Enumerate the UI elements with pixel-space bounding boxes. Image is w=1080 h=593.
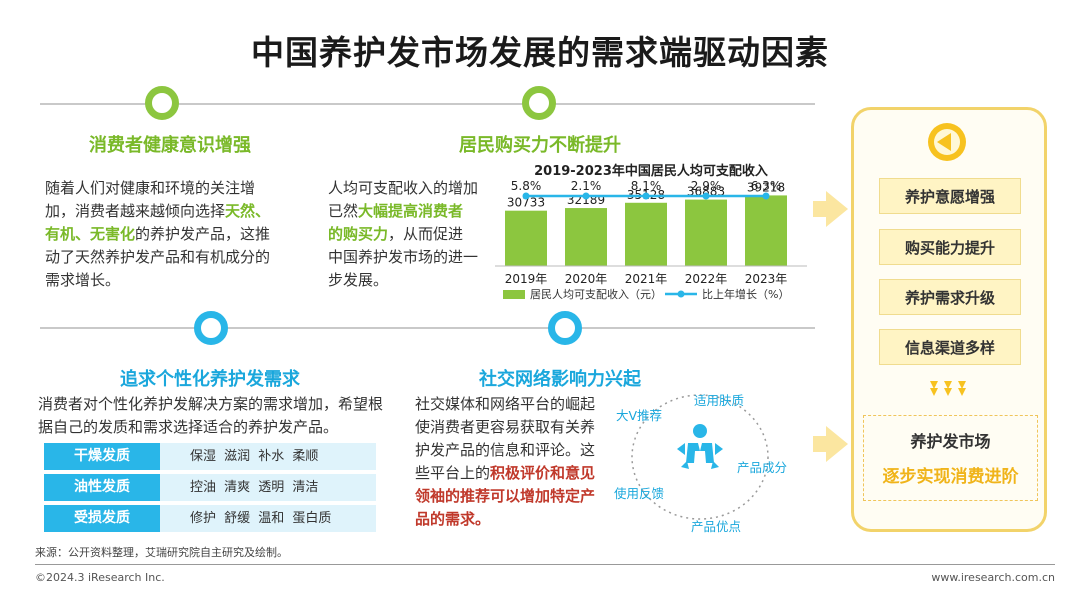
growth-value-label: 6.3%: [751, 179, 782, 193]
result-line-1: 养护发市场: [910, 432, 991, 451]
factor-willingness: 养护意愿增强: [879, 178, 1021, 214]
label-skin-type: 适用肤质: [694, 393, 745, 408]
copyright: ©2024.3 iResearch Inc.: [35, 571, 165, 584]
income-ring-icon: [522, 86, 556, 120]
table-row: 干燥发质 保湿 滋润 补水 柔顺: [44, 443, 376, 470]
health-section-text: 随着人们对健康和环境的关注增加，消费者越来越倾向选择天然、有机、无害化的养护发产…: [45, 179, 271, 289]
legend-line-marker: [677, 290, 685, 298]
growth-value-label: 2.1%: [571, 179, 602, 193]
website-link[interactable]: www.iresearch.com.cn: [931, 571, 1055, 584]
table-row: 受损发质 修护 舒缓 温和 蛋白质: [44, 505, 376, 532]
table-row: 油性发质 控油 清爽 透明 清洁: [44, 474, 376, 501]
x-tick-label: 2019年: [505, 272, 548, 286]
hair-type-label: 油性发质: [44, 474, 160, 501]
health-section-title: 消费者健康意识增强: [89, 135, 251, 156]
bar: [685, 199, 727, 266]
legend-bar-swatch: [503, 290, 525, 299]
bar: [505, 210, 547, 266]
social-influence-diagram: [631, 394, 769, 520]
growth-point: [522, 192, 530, 200]
growth-value-label: 8.1%: [631, 179, 662, 193]
growth-point: [582, 192, 590, 200]
social-ring-icon: [548, 311, 582, 345]
hair-type-attributes: 修护 舒缓 温和 蛋白质: [160, 505, 376, 532]
personal-section-title: 追求个性化养护发需求: [120, 369, 300, 390]
arrow-right-lower-icon: [826, 426, 848, 462]
health-ring-icon: [145, 86, 179, 120]
page-title: 中国养护发市场发展的需求端驱动因素: [251, 33, 829, 72]
dotted-orbit: [631, 394, 769, 520]
arrow-right-upper-icon: [826, 191, 848, 227]
result-line-2: 逐步实现消费进阶: [882, 467, 1019, 487]
x-tick-label: 2022年: [685, 272, 728, 286]
sound-bubble-icon: [928, 123, 966, 161]
growth-point: [702, 192, 710, 200]
hair-type-attributes: 保湿 滋润 补水 柔顺: [160, 443, 376, 470]
social-section-text: 社交媒体和网络平台的崛起使消费者更容易获取有关养护发产品的信息和评论。这些平台上…: [415, 395, 596, 528]
source-note: 来源：公开资料整理，艾瑞研究院自主研究及绘制。: [35, 546, 288, 559]
legend-line-label: 比上年增长（%）: [702, 287, 789, 301]
label-feedback: 使用反馈: [614, 486, 665, 501]
x-tick-label: 2020年: [565, 272, 608, 286]
summary-panel: [851, 107, 1047, 532]
growth-point: [642, 192, 650, 200]
down-arrows-icon: [930, 381, 966, 396]
bar-value-label: 30733: [507, 196, 545, 210]
middle-divider: [40, 327, 815, 329]
label-ingredients: 产品成分: [737, 460, 788, 475]
income-chart: 30733321893512836883392182019年2020年2021年…: [495, 179, 807, 301]
bar: [625, 202, 667, 266]
social-highlight-1: 积极评价: [490, 464, 551, 482]
hair-type-label: 干燥发质: [44, 443, 160, 470]
arrow-stem-upper: [813, 201, 827, 217]
growth-point: [762, 192, 770, 200]
income-section-text: 人均可支配收入的增加已然大幅提高消费者的购买力，从而促进中国养护发市场的进一步发…: [328, 179, 479, 289]
growth-value-label: 2.9%: [691, 179, 722, 193]
arrow-stem-lower: [813, 436, 827, 452]
growth-value-label: 5.8%: [511, 179, 542, 193]
factor-info-channels: 信息渠道多样: [879, 329, 1021, 365]
factor-demand-upgrade: 养护需求升级: [879, 279, 1021, 315]
chart-title: 2019-2023年中国居民人均可支配收入: [534, 164, 768, 179]
hair-type-table: 干燥发质 保湿 滋润 补水 柔顺 油性发质 控油 清爽 透明 清洁 受损发质 修…: [44, 443, 376, 536]
hair-type-label: 受损发质: [44, 505, 160, 532]
footer-divider: [35, 564, 1055, 565]
label-influencer: 大V推荐: [616, 408, 663, 423]
top-divider: [40, 103, 815, 105]
health-highlight: 天然、有机、无害化: [45, 202, 271, 243]
income-section-title: 居民购买力不断提升: [459, 135, 621, 156]
bar-value-label: 39218: [747, 180, 785, 194]
hair-type-attributes: 控油 清爽 透明 清洁: [160, 474, 376, 501]
social-highlight-2: 和意见领袖的推荐可以增加特定产品的需求。: [415, 464, 596, 528]
x-tick-label: 2023年: [745, 272, 788, 286]
influencer-person-icon: [677, 424, 723, 469]
legend-bar-label: 居民人均可支配收入（元）: [530, 287, 662, 301]
bar: [565, 208, 607, 266]
personal-ring-icon: [194, 311, 228, 345]
label-advantages: 产品优点: [691, 519, 742, 534]
bar: [745, 195, 787, 266]
result-box: 养护发市场 逐步实现消费进阶: [863, 415, 1038, 501]
personal-section-text: 消费者对个性化养护发解决方案的需求增加，希望根据自己的发质和需求选择适合的养护发…: [38, 395, 384, 436]
social-section-title: 社交网络影响力兴起: [479, 369, 641, 390]
income-highlight: 大幅提高消费者的购买力: [328, 202, 464, 243]
x-tick-label: 2021年: [625, 272, 668, 286]
factor-purchasing-power: 购买能力提升: [879, 229, 1021, 265]
